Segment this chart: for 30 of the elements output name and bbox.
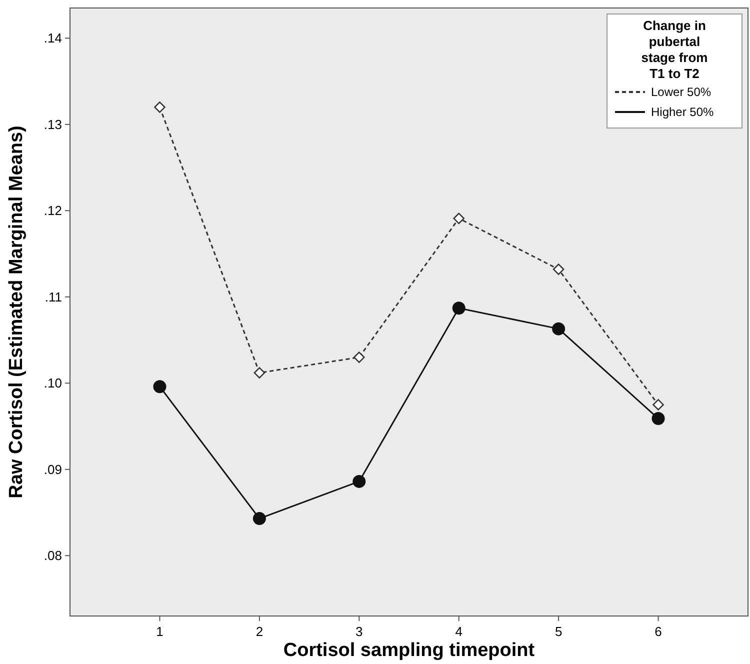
point <box>352 474 366 488</box>
y-tick-label: .11 <box>44 289 62 304</box>
y-tick-label: .12 <box>44 203 62 218</box>
legend-title: Change in pubertal stage from T1 to T2 <box>641 18 708 81</box>
point <box>353 352 365 363</box>
point <box>452 302 466 315</box>
y-tick-label: .08 <box>44 548 62 564</box>
x-tick-label: 4 <box>455 624 462 639</box>
y-tick-label: .14 <box>44 30 62 46</box>
x-tick-label: 5 <box>554 624 562 639</box>
legend-label: Higher 50% <box>651 105 714 120</box>
point <box>552 322 566 336</box>
x-tick-label: 2 <box>256 624 264 639</box>
point <box>153 380 166 394</box>
y-tick-label: .13 <box>44 116 62 132</box>
y-axis-title: Raw Cortisol (Estimated Marginal Means) <box>6 126 27 498</box>
legend-label: Lower 50% <box>651 85 712 100</box>
point <box>254 367 266 378</box>
y-tick-label: .09 <box>44 462 62 477</box>
point <box>252 512 266 526</box>
x-tick-label: 6 <box>654 624 662 639</box>
x-axis-title: Cortisol sampling timepoint <box>283 640 536 661</box>
x-tick-label: 1 <box>156 624 164 639</box>
x-tick-label: 3 <box>356 624 363 639</box>
point <box>652 412 665 426</box>
point <box>652 399 664 410</box>
point <box>453 212 465 224</box>
y-tick-label: .10 <box>44 376 62 391</box>
point <box>154 102 166 113</box>
point <box>552 264 564 275</box>
